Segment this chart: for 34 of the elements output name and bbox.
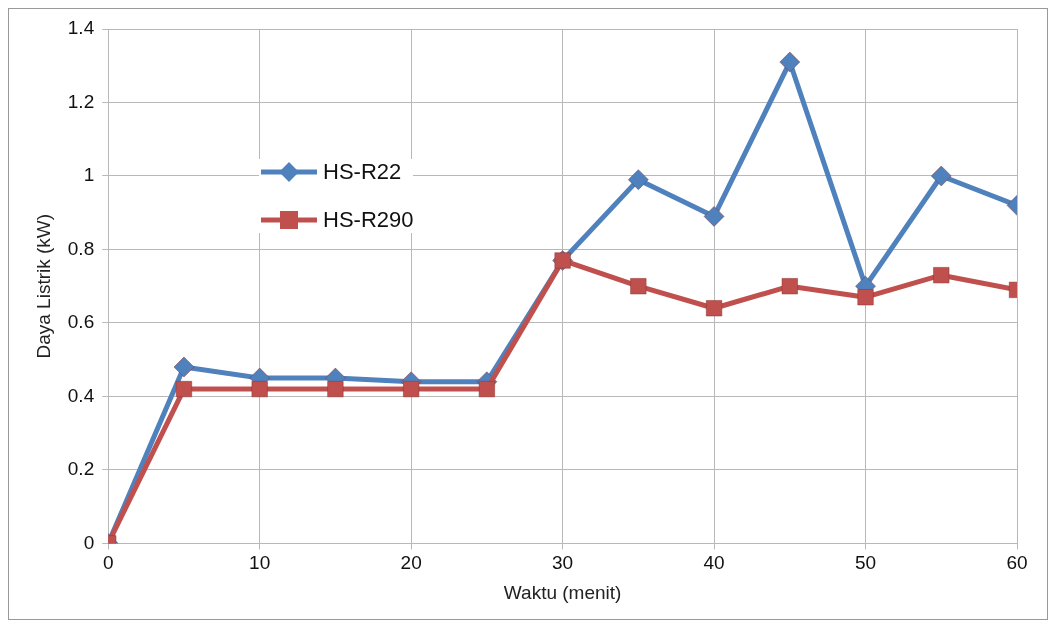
x-tick-label: 50 <box>854 552 877 574</box>
point <box>628 169 649 190</box>
point <box>706 300 723 317</box>
point <box>781 278 798 295</box>
point <box>933 267 950 284</box>
y-tick-label: 0.8 <box>67 237 95 259</box>
legend-label: HS-R290 <box>323 207 414 233</box>
y-tick-label: 0 <box>83 531 95 553</box>
legend-label: HS-R22 <box>323 159 402 185</box>
point <box>173 356 195 378</box>
y-tick-label: 1.2 <box>67 90 95 112</box>
point <box>403 381 420 398</box>
x-tick-label: 10 <box>249 552 271 574</box>
point <box>779 51 801 73</box>
point <box>175 381 192 398</box>
y-tick-label: 0.2 <box>67 458 95 480</box>
y-tick-label: 1 <box>83 164 95 186</box>
x-tick-label: 40 <box>703 552 725 574</box>
x-tick-label: 0 <box>102 552 114 574</box>
point <box>630 278 647 295</box>
point <box>251 381 268 398</box>
x-tick-label: 60 <box>1006 552 1028 574</box>
y-tick-label: 0.6 <box>67 311 95 333</box>
y-axis-title: Daya Listrik (kW) <box>32 213 54 359</box>
point <box>327 381 344 398</box>
x-axis-title: Waktu (menit) <box>503 581 622 603</box>
y-tick-label: 1.4 <box>67 17 95 39</box>
point <box>703 206 725 227</box>
point <box>931 165 952 187</box>
x-tick-label: 30 <box>552 552 574 574</box>
point <box>857 289 874 306</box>
point <box>478 381 495 398</box>
x-tick-label: 20 <box>400 552 422 574</box>
y-tick-label: 0.4 <box>67 384 95 406</box>
